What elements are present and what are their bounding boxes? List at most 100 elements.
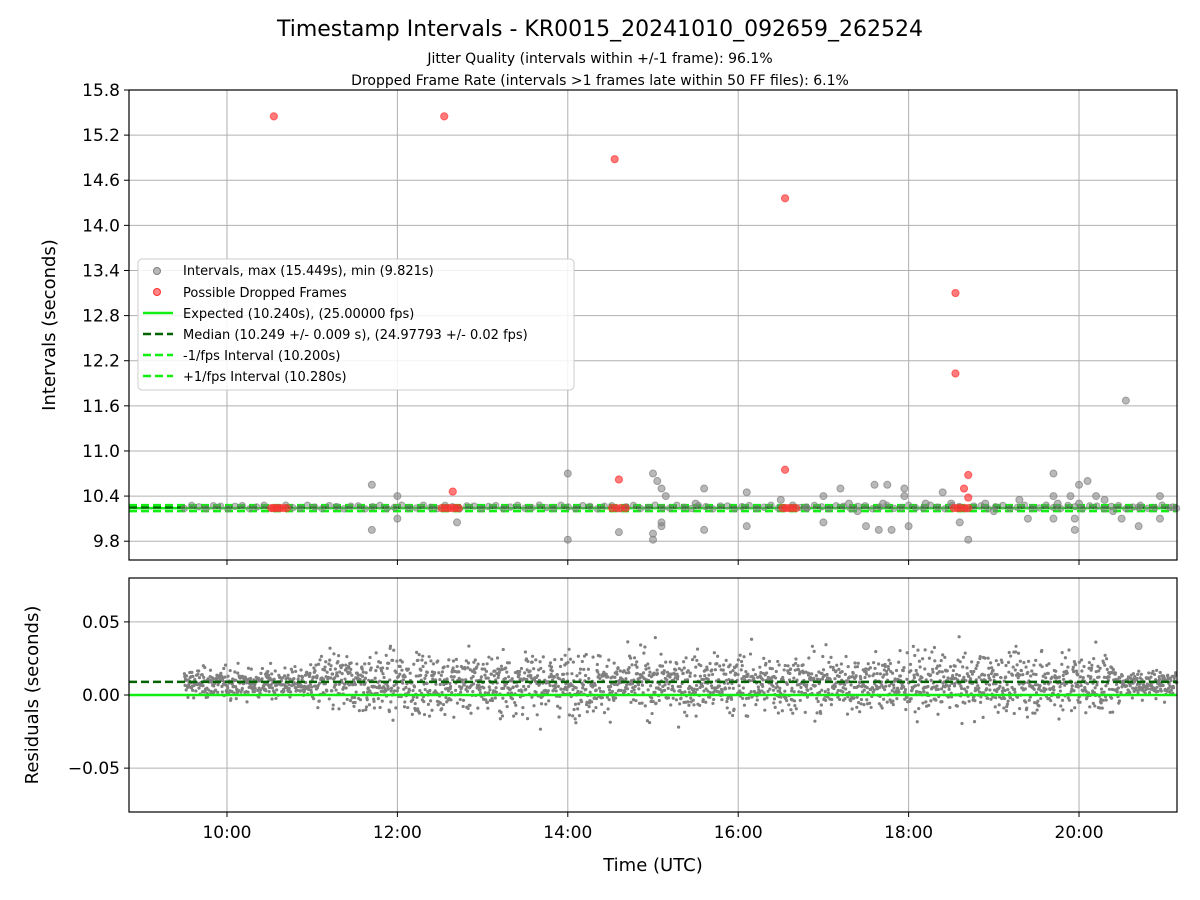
residual-point [676, 674, 680, 679]
residual-point [452, 675, 456, 679]
residual-point [452, 715, 456, 719]
residual-point [695, 647, 700, 651]
residual-point [898, 649, 902, 653]
interval-point [1049, 514, 1058, 523]
residual-point [437, 671, 441, 675]
residual-point [624, 677, 628, 681]
residual-point [556, 684, 560, 688]
residual-point [675, 677, 680, 681]
interval-point [563, 469, 572, 478]
interval-point [819, 492, 828, 501]
residual-point [965, 666, 969, 670]
residuals-y-axis-label: Residuals (seconds) [22, 606, 43, 785]
residual-point [270, 672, 274, 676]
residual-point [928, 673, 933, 677]
interval-point-cluster [738, 502, 746, 511]
residual-point [965, 690, 969, 694]
residual-point [363, 662, 367, 666]
residual-point [831, 668, 836, 672]
residual-point [864, 667, 868, 671]
residual-point [211, 677, 215, 681]
residual-point [236, 661, 240, 665]
interval-point [921, 499, 930, 508]
residual-point [465, 689, 470, 693]
residual-point [612, 682, 617, 687]
residual-point [440, 670, 444, 674]
residual-point [763, 708, 767, 712]
residual-point [918, 665, 922, 669]
residual-point [523, 671, 527, 675]
residual-point [605, 695, 609, 699]
residual-point [511, 685, 515, 689]
interval-point-cluster [890, 504, 898, 513]
residual-point [575, 674, 579, 678]
residual-point [934, 698, 938, 702]
residual-point [286, 673, 290, 677]
residual-point [917, 706, 921, 711]
residual-point [855, 695, 859, 699]
residual-point [770, 667, 774, 671]
residual-point [958, 660, 962, 664]
residual-point [858, 680, 862, 685]
residual-point [1021, 673, 1025, 677]
residual-point [762, 656, 766, 660]
residual-point [529, 673, 533, 678]
residual-point [395, 659, 399, 663]
residual-point [1135, 677, 1139, 681]
residual-point [862, 703, 866, 707]
residual-point [941, 653, 945, 657]
residual-point [897, 660, 901, 664]
residual-point [1058, 685, 1062, 689]
dropped-frame-point [792, 504, 801, 513]
residual-point [213, 688, 218, 692]
residual-point [908, 699, 912, 704]
intervals-y-tick-label: 11.0 [82, 442, 120, 462]
residual-point [210, 679, 214, 683]
residual-point [913, 684, 918, 688]
residual-point [684, 656, 688, 660]
residual-point [686, 669, 690, 673]
residual-point [1046, 671, 1050, 675]
residual-point [996, 710, 1000, 714]
residual-point [466, 666, 470, 670]
residual-point [948, 705, 952, 710]
residual-point [298, 689, 302, 693]
residual-point [913, 710, 917, 714]
residual-point [629, 656, 633, 660]
residual-point [484, 698, 488, 702]
residual-point [200, 673, 204, 677]
residual-point [356, 673, 360, 677]
residual-point [1013, 687, 1017, 691]
interval-point-cluster [658, 504, 667, 512]
residual-point [936, 712, 940, 716]
residual-point [561, 677, 565, 682]
residual-point [922, 690, 926, 694]
residual-point [827, 660, 831, 664]
residual-point [778, 686, 782, 690]
residual-point [772, 701, 776, 705]
residual-point [793, 703, 797, 708]
residuals-panel: −0.05 0.00 0.05 10:00 12:00 14:00 16:00 18:00 2… [22, 577, 1179, 876]
residual-point [685, 714, 689, 718]
residual-point [367, 703, 371, 707]
residual-point [547, 699, 551, 703]
intervals-y-tick-label: 10.4 [82, 487, 120, 507]
residual-point [759, 671, 763, 675]
residual-point [792, 699, 797, 703]
residual-point [520, 712, 525, 716]
residual-point [843, 672, 847, 676]
residual-point [1052, 688, 1056, 692]
residual-point [501, 696, 505, 700]
residual-point [646, 688, 650, 692]
residual-point [274, 696, 278, 701]
interval-point [870, 480, 879, 489]
residual-point [1152, 672, 1157, 677]
residual-point [1095, 683, 1099, 687]
residual-point [602, 711, 607, 715]
interval-point-cluster [1006, 504, 1014, 513]
interval-point [836, 484, 845, 493]
interval-point-cluster [723, 502, 732, 510]
residual-point [846, 665, 850, 669]
residual-point [415, 695, 419, 699]
residual-point [1074, 669, 1079, 673]
